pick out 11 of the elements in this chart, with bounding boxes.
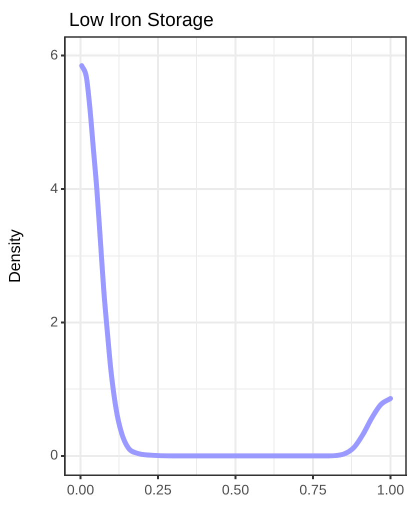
x-tick-label: 1.00 <box>376 481 404 498</box>
y-axis-title: Density <box>7 229 24 283</box>
y-tick-label: 0 <box>50 446 58 463</box>
x-tick-label: 0.25 <box>144 481 172 498</box>
y-tick-label: 6 <box>50 46 58 63</box>
x-tick-label: 0.00 <box>66 481 94 498</box>
y-tick-label: 4 <box>50 180 58 196</box>
chart-title: Low Iron Storage <box>68 10 214 31</box>
y-tick-label: 2 <box>50 313 58 330</box>
x-tick-label: 0.50 <box>222 481 250 498</box>
x-tick-label: 0.75 <box>299 481 327 498</box>
